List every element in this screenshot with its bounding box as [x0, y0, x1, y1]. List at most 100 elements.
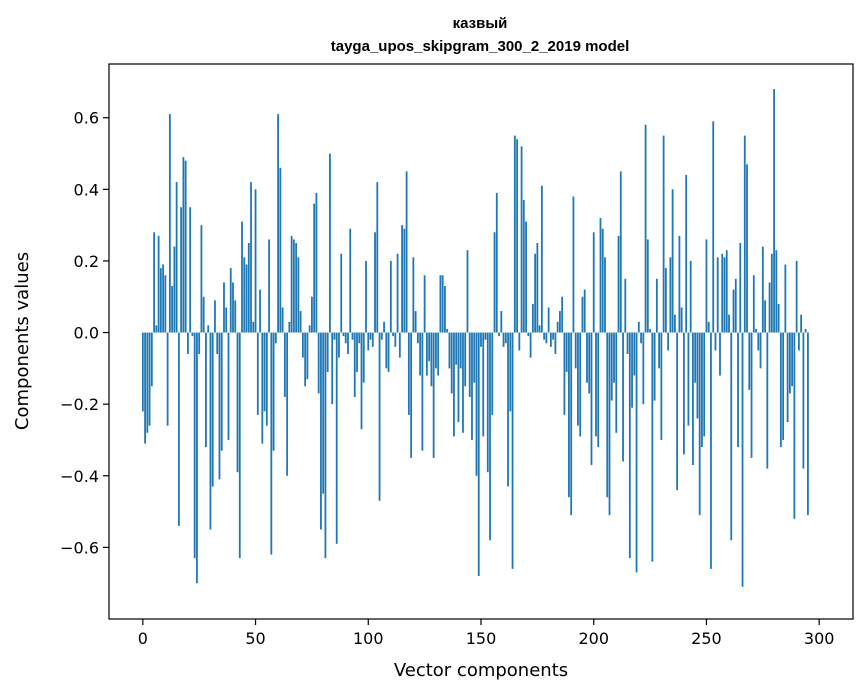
bar-140 [457, 332, 460, 423]
bar-81 [324, 332, 327, 559]
bar-284 [782, 332, 785, 440]
bar-253 [712, 121, 715, 333]
bar-292 [800, 314, 803, 333]
bar-66 [290, 235, 293, 333]
bar-36 [223, 282, 225, 333]
bar-88 [340, 253, 343, 333]
bar-147 [473, 332, 476, 383]
bar-30 [209, 332, 212, 530]
bar-85 [333, 332, 336, 340]
bar-173 [531, 303, 534, 333]
bar-183 [554, 332, 557, 355]
bar-119 [410, 332, 413, 458]
bar-114 [398, 332, 401, 358]
bar-293 [802, 332, 805, 469]
bar-182 [552, 332, 555, 340]
bar-223 [644, 124, 647, 333]
bar-267 [743, 135, 746, 333]
bar-105 [378, 332, 381, 501]
bar-230 [660, 332, 663, 440]
bar-90 [344, 332, 347, 344]
bar-103 [374, 232, 376, 333]
bar-177 [540, 185, 543, 333]
bar-208 [610, 332, 613, 401]
bar-294 [804, 328, 807, 333]
bar-33 [216, 332, 219, 355]
bar-200 [592, 232, 595, 333]
bar-130 [435, 332, 437, 369]
bar-211 [617, 235, 620, 333]
bar-55 [265, 332, 268, 426]
bar-210 [615, 332, 618, 433]
bar-190 [570, 332, 573, 516]
y-tick-label: 0.0 [74, 324, 99, 343]
bar-17 [180, 207, 183, 333]
bar-61 [279, 167, 282, 333]
bar-250 [705, 239, 708, 333]
bar-287 [788, 332, 791, 394]
bar-191 [572, 196, 575, 333]
bar-27 [202, 296, 205, 333]
bar-170 [525, 221, 527, 333]
x-tick-label: 100 [353, 629, 384, 648]
bar-7 [157, 235, 160, 333]
bar-77 [315, 192, 318, 333]
bar-181 [549, 332, 552, 347]
bar-276 [764, 300, 766, 333]
bar-225 [649, 328, 651, 333]
bar-124 [421, 332, 424, 451]
bar-115 [401, 225, 403, 333]
bar-228 [655, 278, 658, 333]
bar-89 [342, 332, 345, 337]
bar-16 [177, 332, 180, 526]
bar-197 [586, 332, 588, 383]
bar-167 [518, 332, 521, 351]
bar-186 [561, 296, 564, 333]
x-axis-label: Vector components [394, 660, 568, 681]
bar-113 [396, 253, 399, 333]
bar-196 [583, 289, 586, 333]
bar-166 [516, 139, 518, 333]
bar-232 [664, 268, 667, 333]
bar-87 [338, 332, 340, 358]
bar-218 [633, 332, 636, 376]
bar-42 [236, 332, 239, 473]
bar-34 [218, 332, 221, 480]
bar-187 [563, 332, 566, 415]
bar-288 [791, 332, 794, 387]
bar-38 [227, 332, 230, 440]
bar-125 [423, 275, 426, 333]
bar-50 [254, 189, 257, 333]
bar-35 [220, 332, 223, 451]
bar-233 [667, 332, 670, 351]
bar-198 [588, 332, 591, 394]
bar-155 [491, 332, 494, 415]
bar-195 [581, 296, 584, 333]
bar-111 [392, 332, 394, 337]
bar-163 [509, 332, 512, 412]
bar-91 [347, 332, 349, 355]
bar-145 [468, 332, 471, 397]
bar-271 [752, 275, 755, 333]
bar-62 [281, 307, 284, 333]
bar-48 [250, 182, 252, 333]
bar-69 [297, 257, 300, 333]
bar-0 [141, 332, 144, 412]
bar-280 [773, 89, 775, 333]
bar-176 [538, 325, 541, 333]
bar-122 [416, 332, 419, 344]
bar-31 [211, 332, 214, 487]
bar-169 [522, 200, 525, 333]
bar-172 [529, 332, 532, 358]
chart-title: казвый [453, 15, 508, 32]
bar-261 [730, 332, 733, 541]
bar-21 [189, 207, 192, 333]
bar-213 [622, 332, 624, 462]
bar-117 [405, 171, 408, 333]
bar-184 [556, 321, 559, 333]
bar-54 [263, 332, 266, 412]
bar-188 [565, 332, 568, 372]
bar-58 [272, 332, 275, 451]
bar-240 [683, 332, 685, 455]
bar-79 [320, 332, 322, 530]
